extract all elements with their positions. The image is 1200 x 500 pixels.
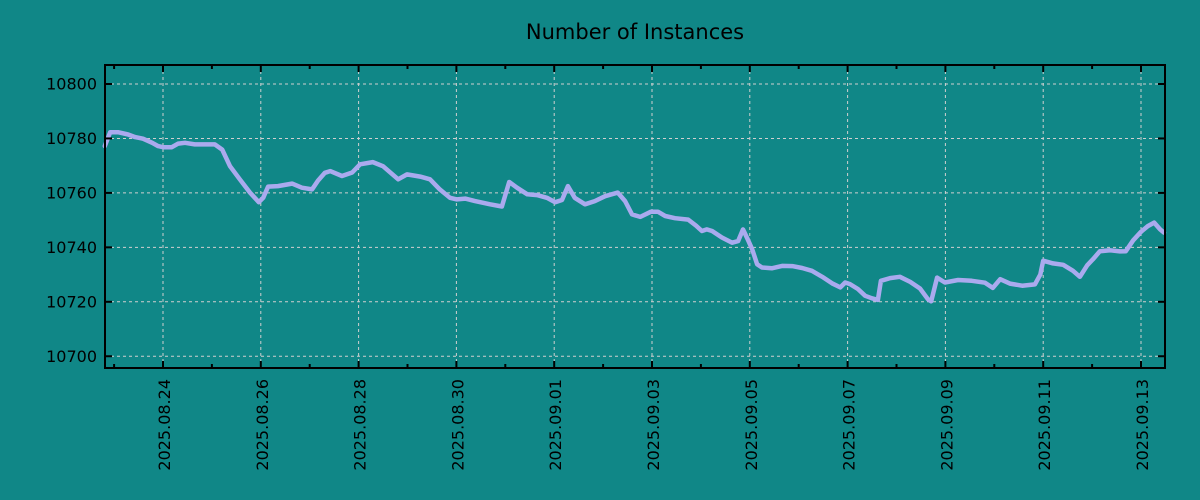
series-layer (102, 129, 1167, 304)
x-tick-label: 2025.09.13 (1133, 379, 1152, 471)
data-series-line (102, 129, 1167, 304)
x-tick-label: 2025.09.03 (644, 379, 663, 471)
x-tick-label: 2025.09.07 (840, 379, 859, 471)
y-tick-label: 10740 (46, 238, 97, 257)
x-tick-label: 2025.08.24 (155, 379, 174, 471)
x-tick-label: 2025.09.05 (742, 379, 761, 471)
axis-labels-layer: 10700 10720 10740 10760 10780 10800 2025.08.24… (46, 75, 1152, 471)
axis-layer (104, 64, 1166, 369)
y-tick-label: 10720 (46, 292, 97, 311)
x-tick-label: 2025.08.26 (253, 379, 272, 471)
x-tick-label: 2025.09.09 (937, 379, 956, 471)
x-tick-label: 2025.08.28 (351, 379, 370, 471)
chart-title: Number of Instances (526, 20, 744, 44)
plot-border (104, 64, 1166, 369)
grid-layer (105, 65, 1165, 368)
y-tick-label: 10760 (46, 183, 97, 202)
y-tick-label: 10780 (46, 129, 97, 148)
y-tick-label: 10700 (46, 347, 97, 366)
x-tick-label: 2025.09.11 (1035, 379, 1054, 471)
x-tick-label: 2025.09.01 (546, 379, 565, 471)
y-tick-label: 10800 (46, 75, 97, 94)
x-tick-label: 2025.08.30 (448, 379, 467, 471)
